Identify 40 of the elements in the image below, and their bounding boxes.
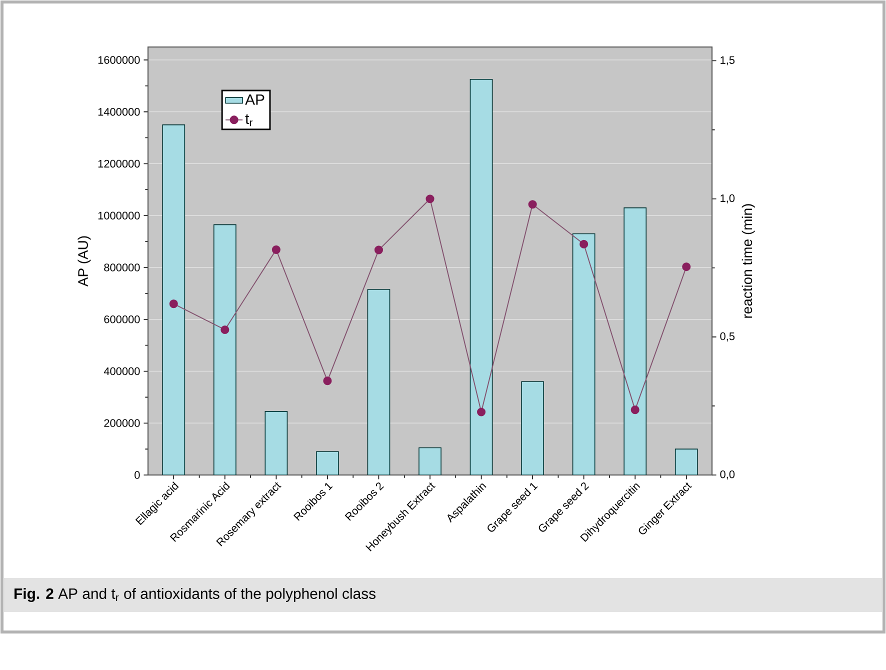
y2-tick-label: 0,5 [720, 332, 735, 342]
legend-label: t$_{r}$ [245, 114, 253, 126]
text: Fig. 2 AP and t$_{r}$ of antioxidants of the polyphenol class [14, 588, 376, 602]
point [323, 376, 332, 386]
point [374, 246, 384, 254]
point [580, 240, 588, 248]
y2-tick-label: 1,5 [720, 56, 735, 66]
y-tick-label: 1600000 [98, 56, 140, 64]
point [476, 408, 486, 416]
bar [624, 207, 647, 475]
y-axis-title: AP (AU) [78, 236, 91, 287]
point [528, 200, 537, 209]
bar [264, 411, 288, 475]
point [220, 325, 230, 334]
point [682, 262, 691, 272]
bar [674, 448, 698, 475]
bar [316, 451, 339, 475]
point [169, 299, 178, 308]
bar [470, 79, 493, 475]
point [630, 406, 640, 414]
bar [367, 289, 390, 475]
bar [162, 124, 186, 475]
y-tick-label: 1400000 [98, 108, 140, 116]
y2-tick-label: 1,0 [720, 194, 735, 204]
y-tick-label: 400000 [104, 367, 140, 376]
y-tick-label: 1000000 [98, 212, 140, 220]
y2-axis-title: reaction time (min) [742, 204, 755, 318]
y-tick-label: 200000 [104, 419, 140, 427]
y-tick-label: 1200000 [98, 160, 140, 168]
bar [213, 224, 236, 475]
y2-tick-label: 0,0 [720, 470, 735, 480]
y-tick-label: 600000 [104, 315, 140, 324]
bar [572, 233, 596, 475]
legend-label: AP [245, 94, 264, 105]
bar [521, 381, 544, 475]
bar [418, 447, 442, 475]
point [426, 194, 434, 204]
y-tick-label: 800000 [104, 264, 140, 272]
point [272, 245, 280, 254]
y-tick-label: 0 [134, 471, 140, 479]
